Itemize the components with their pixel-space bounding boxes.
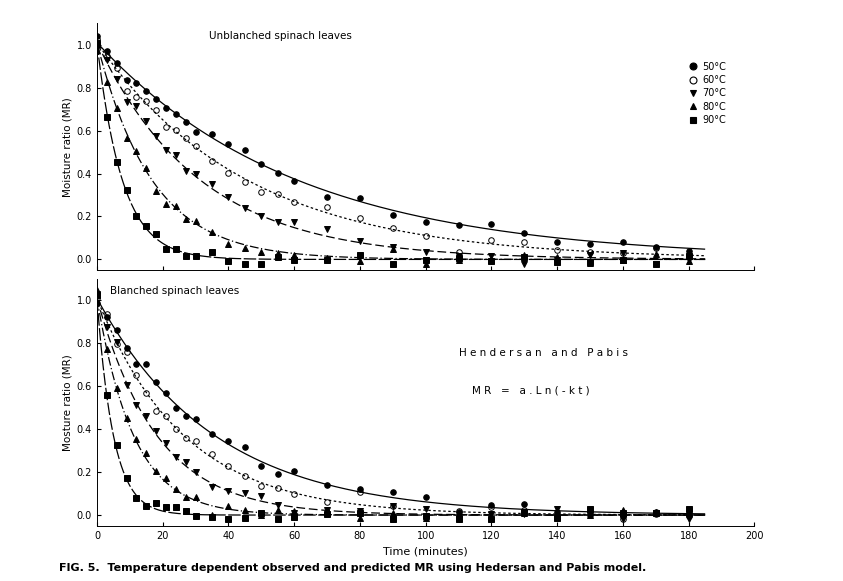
- Y-axis label: Mosture ratio (MR): Mosture ratio (MR): [62, 354, 72, 451]
- Text: FIG. 5.  Temperature dependent observed and predicted MR using Hedersan and Pabi: FIG. 5. Temperature dependent observed a…: [59, 564, 647, 573]
- Text: Blanched spinach leaves: Blanched spinach leaves: [110, 286, 239, 296]
- Legend: 50°C, 60°C, 70°C, 80°C, 90°C: 50°C, 60°C, 70°C, 80°C, 90°C: [685, 58, 730, 129]
- X-axis label: Time (minutes): Time (minutes): [384, 546, 468, 556]
- Text: H e n d e r s a n   a n d   P a b i s: H e n d e r s a n a n d P a b i s: [459, 348, 627, 358]
- Y-axis label: Moisture ratio (MR): Moisture ratio (MR): [62, 97, 72, 196]
- Text: Unblanched spinach leaves: Unblanched spinach leaves: [209, 31, 352, 41]
- Text: M R   =   a . L n ( - k t ): M R = a . L n ( - k t ): [472, 385, 589, 395]
